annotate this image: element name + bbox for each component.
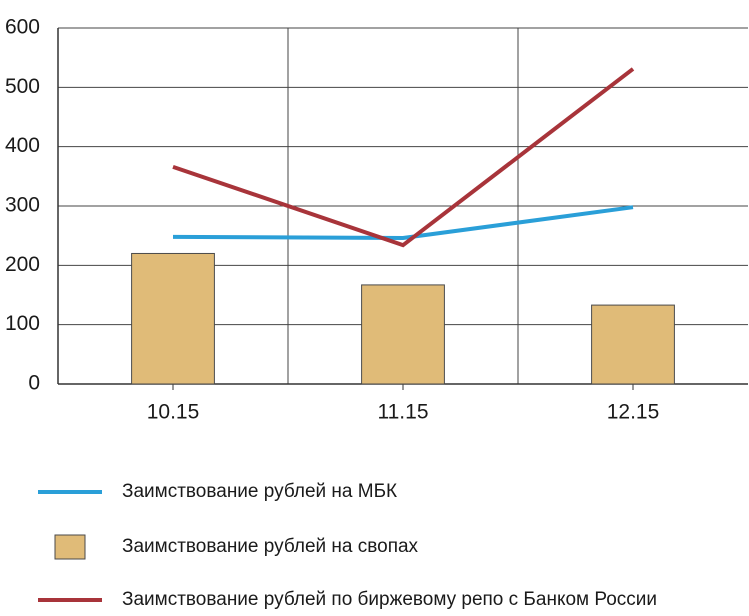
- y-tick-label: 300: [5, 194, 40, 217]
- y-tick-label: 100: [5, 312, 40, 335]
- y-tick-label: 600: [5, 16, 40, 39]
- legend-swatch: [54, 534, 86, 560]
- x-tick-label: 11.15: [378, 401, 429, 424]
- bar: [591, 304, 675, 385]
- y-tick-label: 0: [28, 372, 40, 395]
- bar: [131, 252, 215, 385]
- legend-label: Заимствование рублей по биржевому репо с…: [122, 589, 657, 610]
- legend-label: Заимствование рублей на МБК: [122, 481, 397, 502]
- line: [172, 67, 635, 248]
- legend-label: Заимствование рублей на свопах: [122, 536, 419, 557]
- y-tick-label: 400: [5, 134, 40, 157]
- y-tick-label: 200: [5, 253, 40, 276]
- y-tick-label: 500: [5, 75, 40, 98]
- x-tick-label: 10.15: [147, 401, 200, 424]
- bar: [361, 284, 445, 385]
- line: [172, 205, 634, 241]
- x-tick-label: 12.15: [607, 401, 660, 424]
